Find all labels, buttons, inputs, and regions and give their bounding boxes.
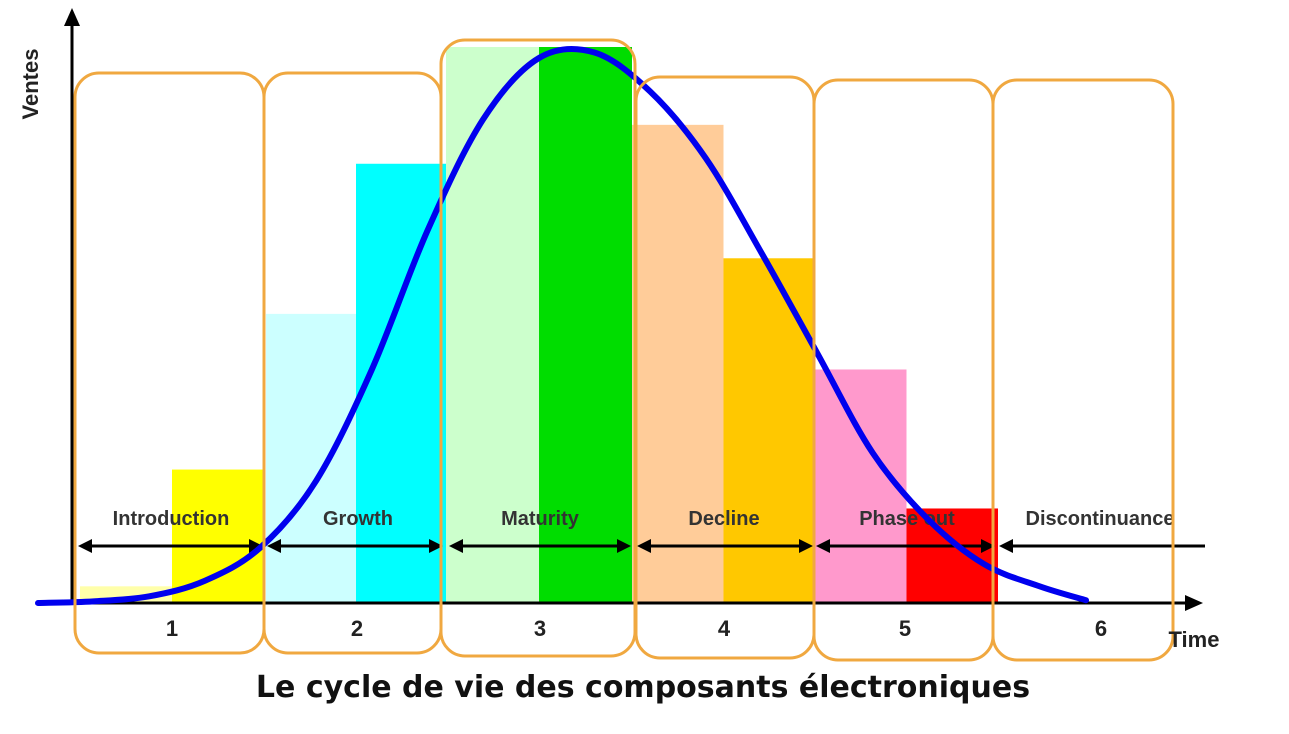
stage-arrow-right-head-5	[981, 539, 995, 553]
period-label-3: 3	[534, 616, 546, 641]
stage-frame-6	[991, 78, 1175, 662]
stage-labels-group: Introduction Growth Maturity Decline Phase o…	[113, 508, 1175, 530]
bar-back-5	[815, 369, 907, 603]
bar-front-1	[172, 469, 264, 603]
stage-frames-group	[73, 38, 1175, 662]
y-axis-arrowhead	[64, 8, 80, 26]
stage-arrow-right-head-1	[249, 539, 263, 553]
stage-label-phase-out: Phase out	[859, 508, 955, 530]
y-axis-label: Ventes	[18, 49, 43, 120]
bars-back-group	[80, 47, 907, 603]
bar-back-4	[632, 124, 724, 603]
stage-arrow-left-head-6	[999, 539, 1013, 553]
x-axis-arrowhead	[1185, 595, 1203, 611]
sales-curve	[35, 45, 1089, 606]
period-label-2: 2	[351, 616, 363, 641]
bar-front-5	[906, 508, 998, 603]
period-label-1: 1	[166, 616, 178, 641]
stage-arrow-right-head-2	[429, 539, 443, 553]
bar-back-2	[266, 313, 356, 603]
bar-back-3	[446, 47, 539, 603]
period-label-4: 4	[718, 616, 731, 641]
bar-front-2	[356, 163, 446, 603]
stage-label-decline: Decline	[688, 508, 759, 530]
period-label-6: 6	[1095, 616, 1107, 641]
stage-arrow-right-head-4	[799, 539, 813, 553]
stage-arrow-left-head-4	[637, 539, 651, 553]
stage-label-discontinuance: Discontinuance	[1026, 508, 1175, 530]
stage-arrow-right-head-3	[617, 539, 631, 553]
period-label-5: 5	[899, 616, 911, 641]
x-axis-label: Time	[1169, 627, 1220, 652]
stage-arrow-left-head-3	[449, 539, 463, 553]
stage-arrow-left-head-5	[816, 539, 830, 553]
chart-title: Le cycle de vie des composants électroni…	[256, 670, 1030, 705]
bar-front-3	[539, 47, 632, 603]
stage-label-introduction: Introduction	[113, 508, 230, 530]
stage-label-maturity: Maturity	[501, 508, 580, 530]
stage-label-growth: Growth	[323, 508, 393, 530]
stage-arrow-left-head-2	[267, 539, 281, 553]
period-labels-group: 1 2 3 4 5 6	[166, 616, 1107, 641]
stage-arrow-left-head-1	[78, 539, 92, 553]
